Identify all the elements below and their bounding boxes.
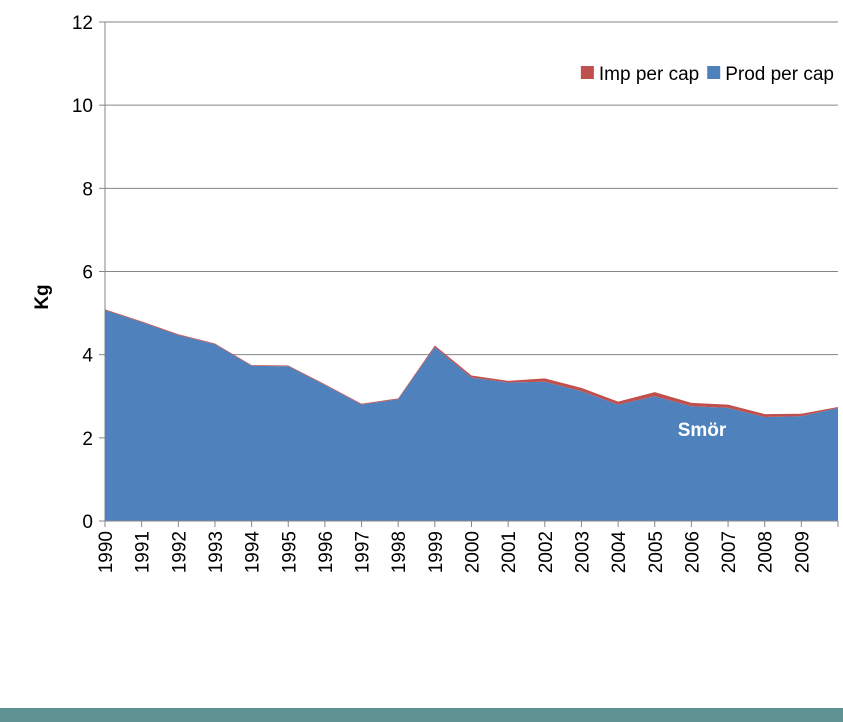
x-tick-label: 1990 <box>96 531 117 573</box>
y-tick-label: 8 <box>82 179 93 200</box>
x-tick-label: 1992 <box>169 531 190 573</box>
legend-label: Imp per cap <box>599 64 699 85</box>
chart: Kg 0 2 4 6 8 10 12 1990 1991 1992 1993 1994 1995 1996… <box>0 0 843 722</box>
x-tick-label: 1999 <box>426 531 447 573</box>
x-tick-label: 2006 <box>682 531 703 573</box>
x-tick-label: 1998 <box>389 531 410 573</box>
legend-label: Prod per cap <box>725 64 834 85</box>
annotation: Smör <box>678 420 727 441</box>
page: Kg 0 2 4 6 8 10 12 1990 1991 1992 1993 1994 1995 1996… <box>0 0 843 722</box>
y-axis-label: Kg <box>32 284 53 309</box>
area <box>105 310 838 521</box>
legend: Prod per cap Imp per cap <box>581 64 834 85</box>
x-tick-label: 1991 <box>133 531 154 573</box>
y-tick-label: 10 <box>72 96 93 117</box>
x-tick-label: 1993 <box>206 531 227 573</box>
x-tick-label: 2005 <box>646 531 667 573</box>
y-tick-label: 12 <box>72 13 93 34</box>
x-tick-label: 2004 <box>609 531 630 574</box>
legend-swatch <box>707 66 720 79</box>
footer-bar <box>0 708 843 722</box>
x-tick-label: 1996 <box>316 531 337 573</box>
x-tick-label: 1997 <box>353 531 374 573</box>
y-tick-label: 2 <box>82 429 93 450</box>
x-tick-label: 2002 <box>536 531 557 573</box>
x-tick-label: 1995 <box>279 531 300 573</box>
y-tick-label: 6 <box>82 263 93 284</box>
x-tick-label: 2009 <box>792 531 813 573</box>
y-tick-label: 0 <box>82 512 93 533</box>
x-tick-label: 2000 <box>463 531 484 573</box>
x-tick-label: 2007 <box>719 531 740 573</box>
x-tick-label: 1994 <box>243 531 264 574</box>
x-tick-label: 2001 <box>499 531 520 573</box>
legend-swatch <box>581 66 594 79</box>
y-tick-label: 4 <box>82 346 93 367</box>
x-tick-label: 2008 <box>756 531 777 573</box>
x-tick-label: 2003 <box>572 531 593 573</box>
